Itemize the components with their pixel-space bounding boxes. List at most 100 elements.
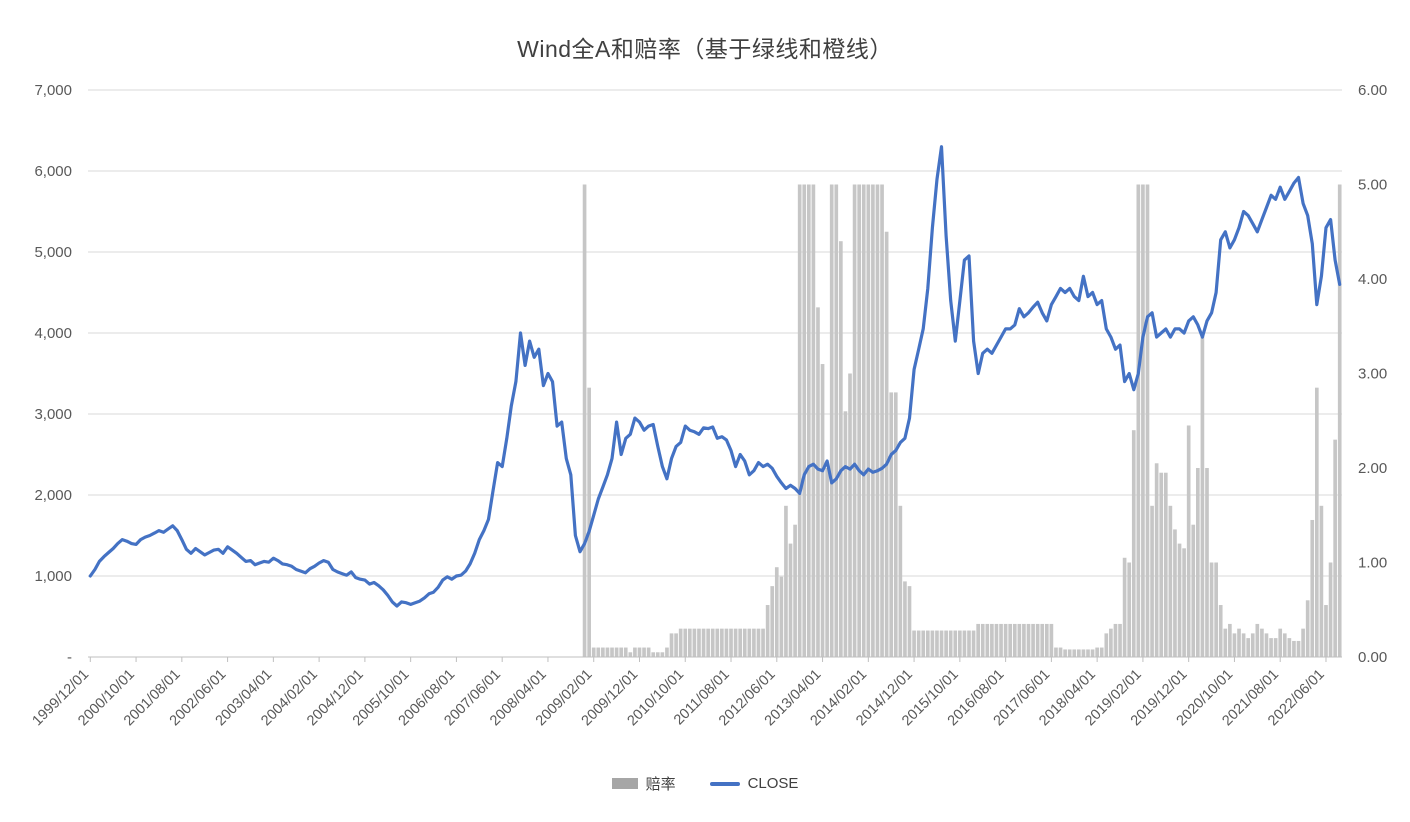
odds-bar [816, 307, 820, 657]
odds-bar [1122, 557, 1127, 657]
odds-bar [710, 628, 715, 657]
odds-bar [784, 505, 788, 657]
odds-bar [1310, 519, 1315, 657]
odds-bar [1012, 623, 1017, 657]
odds-bar [1218, 605, 1223, 657]
odds-bar [770, 586, 775, 657]
odds-bar [811, 184, 816, 657]
odds-bar [788, 543, 793, 657]
odds-bar [820, 364, 825, 657]
odds-bar [678, 628, 683, 657]
left-axis-tick-label: 7,000 [34, 82, 72, 99]
odds-bar [1260, 628, 1264, 657]
legend-item-close: CLOSE [709, 775, 798, 792]
odds-bar [1099, 647, 1104, 657]
bar-series-swatch-icon [611, 778, 638, 789]
odds-bar [1035, 623, 1040, 657]
legend-label-odds: 赔率 [645, 776, 676, 793]
odds-bar [967, 630, 971, 657]
odds-bar [834, 184, 839, 657]
odds-bar [797, 184, 802, 657]
left-axis-tick-label: - [67, 649, 72, 666]
odds-bar [848, 373, 852, 657]
odds-bar [1095, 647, 1099, 657]
odds-bar [1159, 472, 1164, 657]
odds-bar [1255, 623, 1260, 657]
odds-bar [1136, 184, 1141, 657]
odds-bar [697, 628, 701, 657]
odds-bar [1145, 184, 1150, 657]
odds-bar [637, 647, 642, 657]
odds-bar [1209, 562, 1214, 657]
odds-bar [980, 623, 985, 657]
odds-bar [1008, 623, 1013, 657]
odds-bar [1278, 628, 1283, 657]
line-series-swatch-icon [709, 781, 740, 786]
odds-bar [884, 231, 889, 657]
odds-bar [971, 630, 976, 657]
odds-bar [1264, 633, 1269, 657]
odds-bar [665, 647, 669, 657]
odds-bar [889, 392, 894, 657]
odds-bar [674, 633, 678, 657]
odds-bar [1150, 505, 1154, 657]
odds-bar [925, 630, 930, 657]
odds-bar [692, 628, 697, 657]
odds-bar [1333, 439, 1337, 657]
odds-bar [720, 628, 724, 657]
odds-bar [1214, 562, 1218, 657]
odds-bar [852, 184, 857, 657]
odds-bar [1081, 649, 1086, 657]
odds-bar [1228, 623, 1232, 657]
odds-bar [651, 652, 656, 657]
odds-bar [614, 647, 619, 657]
odds-bar [1031, 623, 1035, 657]
odds-bar [1163, 472, 1168, 657]
odds-bar [724, 628, 729, 657]
right-axis-tick-label: 2.00 [1358, 460, 1387, 477]
odds-bar [1191, 524, 1196, 657]
left-axis-tick-label: 1,000 [34, 568, 72, 585]
odds-bar [1113, 623, 1118, 657]
odds-bar [1044, 623, 1049, 657]
odds-bar [1017, 623, 1022, 657]
odds-bar [939, 630, 944, 657]
odds-bar [642, 647, 646, 657]
odds-bar [601, 647, 605, 657]
odds-bar [752, 628, 756, 657]
odds-bar [1104, 633, 1109, 657]
chart-legend: 赔率 CLOSE [0, 773, 1410, 794]
left-axis-tick-label: 3,000 [34, 406, 72, 423]
odds-bar [1250, 633, 1255, 657]
odds-bar [596, 647, 601, 657]
odds-bar [875, 184, 880, 657]
odds-bar [1022, 623, 1026, 657]
odds-bar [1241, 633, 1246, 657]
odds-bar [619, 647, 624, 657]
odds-bar [935, 630, 939, 657]
odds-bar [1086, 649, 1090, 657]
chart-plot-area: - 1,000 2,000 3,000 4,000 5,000 6,000 7,000 0.00… [29, 82, 1387, 729]
odds-bar [756, 628, 761, 657]
odds-bar [1049, 623, 1054, 657]
odds-bar [1196, 468, 1200, 657]
odds-bar [1301, 628, 1305, 657]
odds-bar [1040, 623, 1045, 657]
odds-bar [999, 623, 1003, 657]
odds-bar [990, 623, 994, 657]
right-axis-tick-label: 4.00 [1358, 271, 1387, 288]
odds-bar [1237, 628, 1241, 657]
odds-bar [893, 392, 898, 657]
odds-bar [715, 628, 720, 657]
odds-bar [1154, 463, 1159, 657]
odds-bar [921, 630, 926, 657]
odds-bar [857, 184, 861, 657]
right-axis-tick-label: 5.00 [1358, 177, 1387, 194]
odds-bar [1324, 605, 1328, 657]
odds-bar [779, 576, 784, 657]
odds-bar [591, 647, 596, 657]
odds-bar [839, 241, 843, 657]
odds-bar [1314, 387, 1319, 657]
odds-bar [1058, 647, 1063, 657]
odds-bar [765, 605, 770, 657]
